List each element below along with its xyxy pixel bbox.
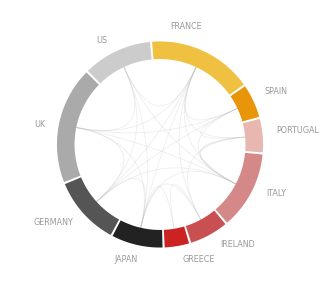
Text: GREECE: GREECE: [182, 255, 215, 264]
Polygon shape: [186, 210, 225, 243]
Polygon shape: [230, 86, 259, 121]
Text: IRELAND: IRELAND: [220, 240, 255, 249]
Text: GERMANY: GERMANY: [33, 218, 73, 227]
Polygon shape: [57, 73, 99, 182]
Text: US: US: [96, 36, 107, 45]
Polygon shape: [216, 153, 262, 223]
Text: JAPAN: JAPAN: [115, 255, 138, 264]
Text: UK: UK: [34, 120, 45, 129]
Text: FRANCE: FRANCE: [170, 22, 202, 31]
Polygon shape: [88, 42, 152, 84]
Text: PORTUGAL: PORTUGAL: [276, 126, 319, 135]
Polygon shape: [113, 220, 163, 248]
Polygon shape: [243, 119, 263, 152]
Polygon shape: [164, 227, 189, 247]
Text: SPAIN: SPAIN: [264, 87, 287, 96]
Polygon shape: [65, 177, 119, 235]
Polygon shape: [152, 41, 244, 95]
Text: ITALY: ITALY: [266, 189, 286, 198]
